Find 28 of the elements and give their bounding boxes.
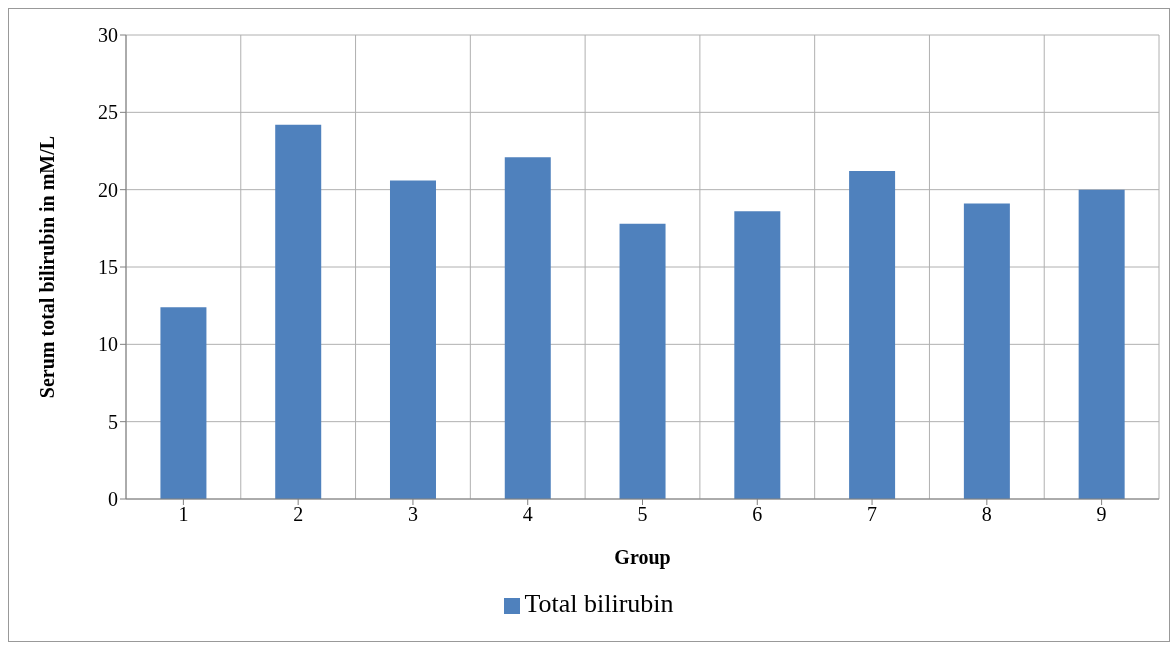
y-tick-label: 10 <box>98 333 118 356</box>
x-axis-title: Group <box>614 546 671 569</box>
x-tick-label: 6 <box>752 503 763 526</box>
y-axis-title: Serum total bilirubin in mM/L <box>36 135 59 399</box>
bar <box>963 203 1010 499</box>
x-tick-label: 7 <box>867 503 878 526</box>
y-tick-label: 25 <box>98 101 118 124</box>
bar <box>1078 189 1125 499</box>
bar <box>619 223 666 499</box>
bar <box>389 180 436 499</box>
y-tick-label: 0 <box>108 488 118 511</box>
y-tick-label: 5 <box>108 410 118 433</box>
x-tick-label: 9 <box>1096 503 1107 526</box>
y-tick-label: 15 <box>98 256 118 279</box>
bar <box>849 171 896 499</box>
y-tick-label: 20 <box>98 178 118 201</box>
x-tick-label: 4 <box>522 503 533 526</box>
x-tick-label: 8 <box>981 503 992 526</box>
x-tick-label: 5 <box>637 503 648 526</box>
x-tick-label: 1 <box>178 503 189 526</box>
x-tick-label: 3 <box>407 503 418 526</box>
legend-label: Total bilirubin <box>524 589 674 618</box>
bar <box>160 307 207 499</box>
bar <box>275 124 322 499</box>
bar <box>734 211 781 499</box>
y-tick-label: 30 <box>98 24 118 47</box>
x-tick-label: 2 <box>293 503 304 526</box>
bar <box>504 157 551 499</box>
